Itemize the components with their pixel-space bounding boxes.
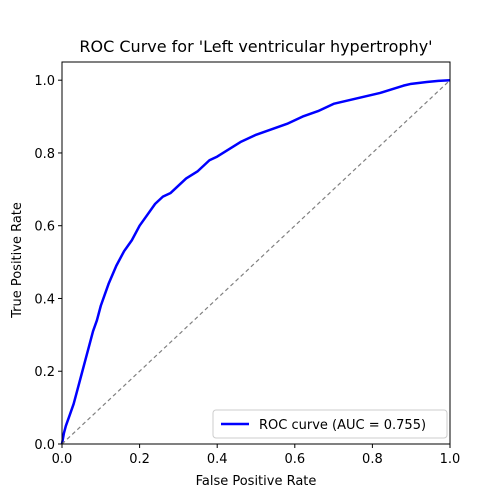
x-tick-label: 1.0 xyxy=(440,452,461,467)
x-tick-label: 0.4 xyxy=(207,452,228,467)
x-axis-label: False Positive Rate xyxy=(196,474,317,489)
y-tick-label: 0.6 xyxy=(34,220,55,235)
roc-curve-line xyxy=(60,78,451,445)
axes: 0.0 0.2 0.4 0.6 0.8 1.0 0.0 0.2 0.4 0.6 0.8 1.0 xyxy=(34,61,461,467)
legend-label-roc: ROC curve (AUC = 0.755) xyxy=(259,418,426,433)
plot-area xyxy=(60,78,451,445)
y-tick-label: 0.2 xyxy=(34,365,55,380)
legend: ROC curve (AUC = 0.755) xyxy=(212,409,448,439)
y-tick-label: 0.4 xyxy=(34,292,55,307)
axes-frame xyxy=(61,61,451,445)
y-axis-label: True Positive Rate xyxy=(10,202,25,319)
y-tick-label: 0.8 xyxy=(34,147,55,162)
chart-title: ROC Curve for 'Left ventricular hypertro… xyxy=(79,37,432,56)
x-tick-label: 0.8 xyxy=(362,452,383,467)
y-tick-label: 0.0 xyxy=(34,438,55,453)
legend-box xyxy=(212,409,448,439)
y-tick-label: 1.0 xyxy=(34,74,55,89)
chance-diagonal-line xyxy=(61,79,451,445)
x-tick-label: 0.0 xyxy=(52,452,73,467)
x-tick-label: 0.6 xyxy=(284,452,305,467)
x-tick-label: 0.2 xyxy=(129,452,150,467)
